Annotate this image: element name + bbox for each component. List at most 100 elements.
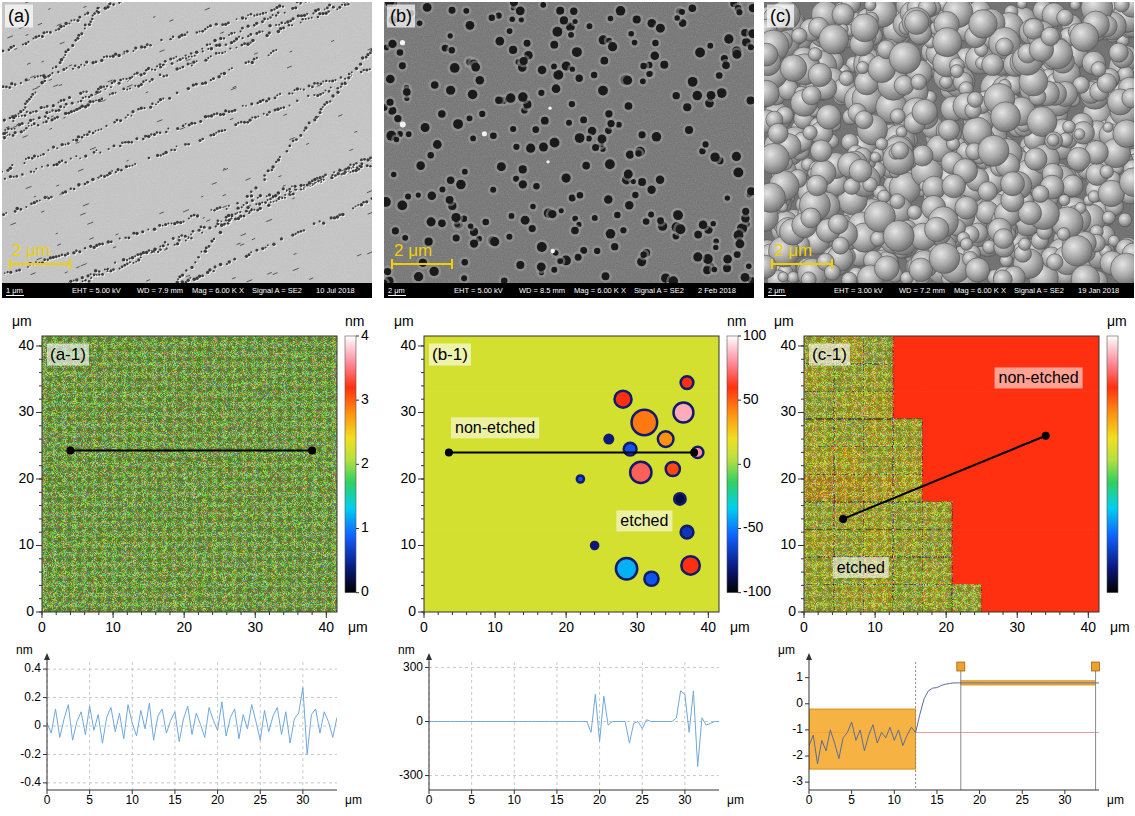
sem-speck: [179, 237, 181, 239]
sem-speck: [267, 196, 269, 198]
sem-speck: [52, 73, 54, 75]
sem-speck: [250, 13, 252, 15]
sem-speck: [176, 242, 179, 245]
sem-speck: [65, 55, 67, 57]
sem-speck: [99, 178, 101, 180]
sem-speck: [329, 91, 332, 94]
sem-speck: [44, 81, 47, 84]
sem-speck: [44, 107, 46, 109]
sem-speck: [300, 188, 302, 190]
sem-speck: [33, 122, 36, 125]
sem-speck: [126, 117, 128, 119]
sem-speck: [307, 14, 309, 16]
sem-speck: [119, 237, 121, 239]
sem-speck: [92, 132, 95, 135]
sem-speck: [132, 165, 134, 167]
sem-speck: [295, 233, 297, 235]
sem-speck: [220, 264, 224, 268]
sem-speck: [159, 131, 162, 134]
sem-speck: [313, 13, 315, 15]
sem-speck: [88, 280, 91, 283]
sem-speck: [20, 111, 23, 114]
sem-speck: [241, 44, 244, 47]
sem-speck: [215, 44, 218, 47]
sem-speck: [336, 87, 339, 90]
sem-speck: [251, 61, 254, 64]
sem-speck: [79, 17, 82, 20]
sem-speck: [55, 255, 58, 258]
sem-speck: [106, 269, 110, 273]
sem-speck: [269, 25, 272, 28]
sem-speck: [191, 267, 194, 270]
sem-speck: [228, 223, 231, 226]
sem-speck: [338, 214, 341, 217]
sem-speck: [25, 206, 27, 208]
sem-speck: [176, 282, 180, 283]
sem-speck: [251, 191, 254, 194]
sem-speck: [320, 108, 323, 111]
sem-speck: [242, 17, 245, 20]
sem-speck: [237, 207, 240, 210]
sem-speck: [51, 197, 54, 200]
sem-speck: [191, 234, 193, 236]
sem-speck: [274, 202, 276, 204]
sem-speck: [224, 224, 226, 226]
sem-speck: [122, 266, 125, 269]
sem-speck: [264, 246, 266, 248]
sem-speck: [24, 163, 26, 165]
sem-speck: [271, 10, 274, 13]
sem-speck: [184, 34, 187, 37]
sem-speck: [284, 12, 286, 14]
sem-speck: [251, 252, 253, 254]
sem-speck: [325, 12, 328, 15]
sem-speck: [186, 124, 188, 126]
sem-speck: [133, 263, 135, 265]
sem-speck: [333, 7, 336, 10]
sem-speck: [309, 18, 311, 20]
sem-speck: [68, 143, 71, 146]
sem-speck: [96, 7, 99, 10]
sem-speck: [332, 175, 334, 177]
sem-speck: [165, 152, 168, 155]
sem-speck: [209, 269, 213, 273]
sem-speck: [127, 51, 130, 54]
sem-speck: [311, 86, 314, 89]
sem-speck: [87, 275, 90, 278]
sem-speck: [144, 108, 146, 110]
sem-speck: [78, 250, 81, 253]
sem-speck: [360, 162, 363, 165]
sem-speck: [216, 133, 218, 135]
sem-speck: [262, 99, 265, 102]
sem-speck: [131, 116, 133, 118]
sem-speck: [177, 92, 180, 95]
sem-speck: [57, 117, 60, 120]
sem-speck: [160, 67, 163, 70]
sem-speck: [41, 35, 44, 38]
figure: (a)2 μm1 μmEHT = 5.00 kVWD = 7.9 mmMag =…: [0, 0, 1135, 816]
sem-speck: [148, 249, 151, 252]
sem-speck: [187, 279, 190, 282]
sem-speck: [144, 73, 147, 76]
sem-speck: [171, 150, 173, 152]
sem-speck: [314, 223, 317, 226]
sem-speck: [122, 258, 125, 261]
sem-speck: [202, 50, 204, 52]
sem-speck: [329, 4, 332, 7]
sem-speck: [102, 244, 105, 247]
sem-speck: [225, 130, 227, 132]
sem-speck: [242, 38, 244, 40]
sem-speck: [227, 209, 229, 211]
sem-speck: [193, 214, 196, 217]
sem-speck: [78, 16, 81, 19]
sem-speck: [258, 31, 261, 34]
sem-speck: [97, 129, 99, 131]
sem-speck: [268, 204, 271, 207]
sem-speck: [251, 195, 254, 198]
sem-speck: [55, 66, 58, 69]
sem-speck: [22, 174, 25, 177]
sem-speck: [135, 164, 137, 166]
sem-speck: [193, 61, 196, 64]
sem-speck: [18, 114, 20, 116]
sem-speck: [166, 132, 168, 134]
sem-speck: [9, 134, 11, 136]
